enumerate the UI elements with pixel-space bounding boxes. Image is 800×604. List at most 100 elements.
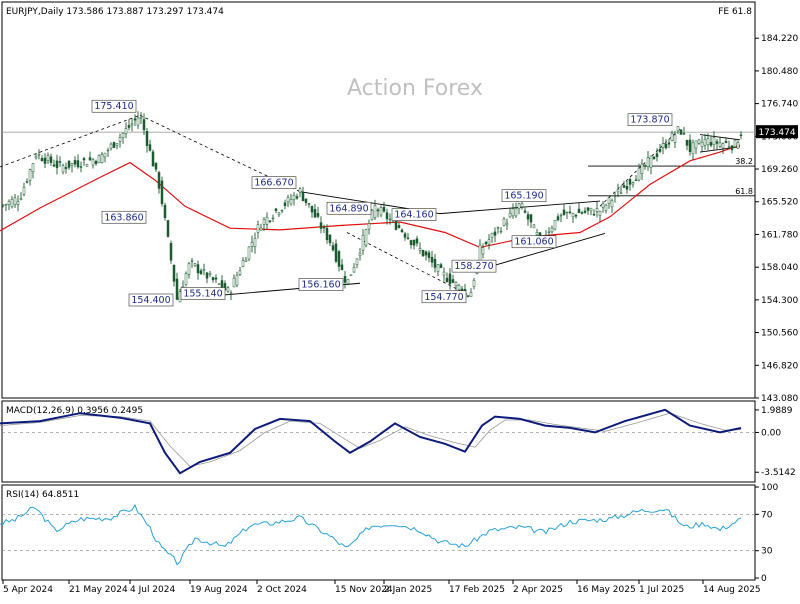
candle <box>490 232 494 243</box>
candle-body <box>409 240 413 245</box>
candle-body <box>217 283 221 285</box>
candle-body <box>379 207 383 216</box>
candle <box>247 246 251 262</box>
candle <box>28 168 32 186</box>
candle <box>703 133 707 150</box>
macd-pane: MACD(12,26,9) 0.3956 0.2495 1.9889 0.00 -3… <box>0 400 796 483</box>
candle <box>199 268 203 275</box>
trend-line-dashed <box>346 232 471 297</box>
candle <box>652 156 656 160</box>
candle <box>130 118 134 132</box>
annotation-box <box>91 99 137 113</box>
candle <box>196 260 200 280</box>
candle <box>547 227 551 237</box>
candle-body <box>331 245 335 251</box>
candle-body <box>367 223 371 230</box>
candle-body <box>433 258 437 268</box>
candle <box>571 212 575 223</box>
candle <box>103 152 107 163</box>
annotation-label: 156.160 <box>301 280 340 291</box>
candle <box>229 290 233 301</box>
candle <box>712 131 716 151</box>
candle <box>319 216 323 234</box>
candle-body <box>316 213 320 217</box>
candle <box>148 139 152 152</box>
candle-body <box>193 263 197 266</box>
candle-body <box>613 195 617 197</box>
candle-body <box>712 137 716 145</box>
rsi-tick-label: 100 <box>761 483 778 493</box>
candle-body <box>610 200 614 208</box>
candle <box>406 232 410 240</box>
candle <box>736 140 740 149</box>
candle <box>418 242 422 255</box>
candle <box>646 150 650 171</box>
annotation-label: 164.160 <box>394 210 433 221</box>
candle-body <box>322 227 326 229</box>
candle-body <box>382 206 386 212</box>
candle-body <box>232 277 236 288</box>
candle <box>658 143 662 154</box>
annotation-box <box>180 287 226 300</box>
candle-body <box>82 158 86 161</box>
trend-line-dashed <box>599 128 681 207</box>
candle-body <box>358 252 362 256</box>
candle-body <box>151 151 155 167</box>
candle <box>718 136 722 148</box>
candle <box>589 207 593 216</box>
candle-body <box>154 162 158 170</box>
candle-body <box>655 153 659 157</box>
candle <box>655 148 659 162</box>
candle <box>226 285 230 293</box>
candle-body <box>346 279 350 285</box>
candle-body <box>211 277 215 281</box>
candle <box>565 211 569 219</box>
candle-body <box>88 157 92 161</box>
candle <box>286 194 290 208</box>
candle <box>67 160 71 170</box>
candle <box>22 182 26 197</box>
candle-body <box>226 287 230 292</box>
candle-body <box>148 144 152 151</box>
candle-body <box>40 158 44 162</box>
candle <box>436 263 440 277</box>
candle-body <box>334 243 338 262</box>
candle <box>250 235 254 253</box>
candle <box>127 119 131 131</box>
candle-body <box>403 233 407 238</box>
candle-body <box>451 279 455 283</box>
candle-body <box>178 291 182 303</box>
candle <box>676 126 680 135</box>
candle-body <box>313 209 317 218</box>
price-annotation: 154.400 <box>128 293 174 307</box>
candle-body <box>106 149 110 152</box>
candle-body <box>10 199 14 208</box>
date-tick-label: 16 May 2025 <box>577 585 636 595</box>
annotation-label: 154.770 <box>424 292 463 303</box>
rsi-label: RSI(14) 64.8511 <box>6 490 79 500</box>
candle <box>4 203 8 212</box>
candle <box>448 268 452 290</box>
candle <box>154 162 158 172</box>
candle <box>739 131 743 140</box>
candle <box>430 250 434 268</box>
candle-body <box>352 267 356 273</box>
candle-body <box>691 142 695 154</box>
candle <box>400 228 404 233</box>
candle-body <box>355 258 359 266</box>
candle-body <box>157 172 161 189</box>
macd-plot: 1.9889 0.00 -3.5142 <box>0 406 796 478</box>
candle-body <box>586 207 590 211</box>
candle <box>706 133 710 151</box>
candle-body <box>274 208 278 211</box>
candle <box>382 201 386 213</box>
candle-body <box>502 218 506 226</box>
candle-body <box>49 156 53 163</box>
candle-body <box>643 165 647 167</box>
candle-body <box>439 264 443 268</box>
candle-body <box>319 222 323 229</box>
candle-body <box>721 143 725 149</box>
candle <box>124 122 128 139</box>
candle <box>166 219 170 238</box>
annotation-label: 155.140 <box>183 289 222 300</box>
